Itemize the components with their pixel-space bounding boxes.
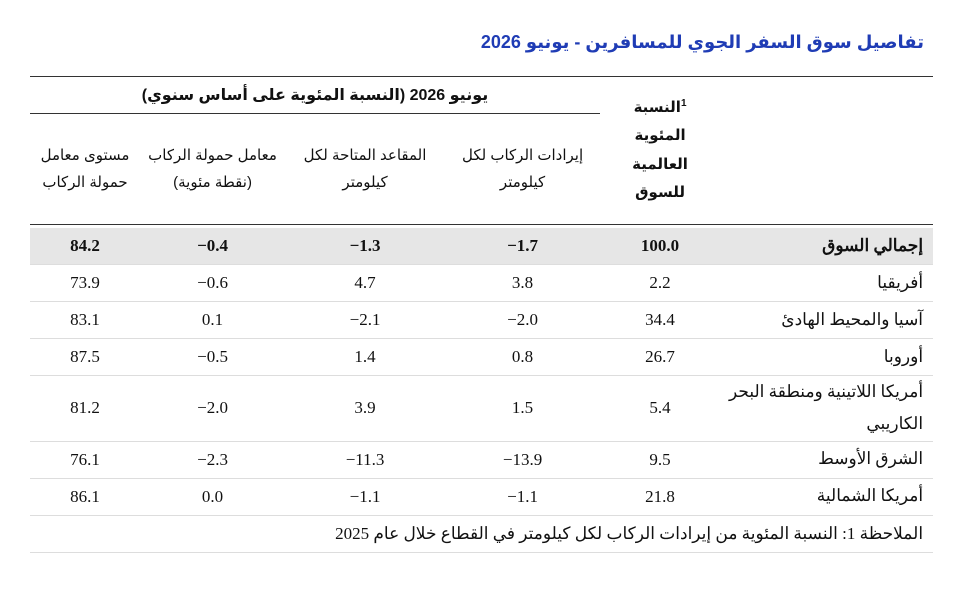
- header-row: 1النسبة المئوية العالمية للسوق يونيو 202…: [30, 76, 934, 225]
- value-cell: 81.2: [30, 375, 141, 442]
- region-name: أوروبا: [720, 338, 934, 376]
- value-cell: 3.8: [445, 264, 601, 302]
- region-name: أفريقيا: [720, 264, 934, 302]
- value-cell: 21.8: [600, 478, 721, 516]
- value-cell: 34.4: [600, 301, 721, 339]
- column-header: مستوى معامل حمولة الركاب: [30, 113, 141, 225]
- value-cell: 9.5: [600, 441, 721, 479]
- value-cell: −2.0: [445, 301, 601, 339]
- value-cell: −11.3: [285, 441, 446, 479]
- column-header: معامل حمولة الركاب (نقطة مئوية): [140, 113, 286, 225]
- value-cell: −0.5: [140, 338, 286, 376]
- region-name: إجمالي السوق: [720, 228, 934, 265]
- column-header: إيرادات الركاب لكل كيلومتر: [445, 113, 601, 225]
- value-cell: 4.7: [285, 264, 446, 302]
- value-cell: 0.8: [445, 338, 601, 376]
- value-cell: −1.7: [445, 228, 601, 265]
- region-name: أمريكا اللاتينية ومنطقة البحر الكاريبي: [720, 375, 934, 442]
- value-cell: 5.4: [600, 375, 721, 442]
- value-cell: 100.0: [600, 228, 721, 265]
- total-row: إجمالي السوق 100.0 −1.7 −1.3 −0.4 84.2: [30, 228, 934, 265]
- value-cell: 2.2: [600, 264, 721, 302]
- value-cell: 3.9: [285, 375, 446, 442]
- column-header: المقاعد المتاحة لكل كيلومتر: [285, 113, 446, 225]
- value-cell: −0.4: [140, 228, 286, 265]
- region-name: أمريكا الشمالية: [720, 478, 934, 516]
- region-row: أمريكا الشمالية 21.8 −1.1 −1.1 0.0 86.1: [30, 478, 934, 516]
- region-name: آسيا والمحيط الهادئ: [720, 301, 934, 339]
- data-table: 1النسبة المئوية العالمية للسوق يونيو 202…: [30, 76, 934, 553]
- region-row: أوروبا 26.7 0.8 1.4 −0.5 87.5: [30, 338, 934, 376]
- footnote-row: الملاحظة 1: النسبة المئوية من إيرادات ال…: [30, 515, 934, 553]
- value-cell: −13.9: [445, 441, 601, 479]
- share-header-text: النسبة المئوية العالمية للسوق: [632, 98, 688, 202]
- value-cell: −1.1: [445, 478, 601, 516]
- region-row: الشرق الأوسط 9.5 −13.9 −11.3 −2.3 76.1: [30, 441, 934, 479]
- column-header-row: إيرادات الركاب لكل كيلومتر المقاعد المتاح…: [30, 113, 933, 225]
- region-name: الشرق الأوسط: [720, 441, 934, 479]
- empty-header: [720, 76, 934, 225]
- region-row: أمريكا اللاتينية ومنطقة البحر الكاريبي 5.…: [30, 375, 934, 442]
- region-row: أفريقيا 2.2 3.8 4.7 −0.6 73.9: [30, 264, 934, 302]
- note-mark: 1: [680, 97, 687, 109]
- value-cell: −1.3: [285, 228, 446, 265]
- value-cell: 1.4: [285, 338, 446, 376]
- value-cell: 1.5: [445, 375, 601, 442]
- value-cell: 73.9: [30, 264, 141, 302]
- group-header: يونيو 2026 (النسبة المئوية على أساس سنوي…: [30, 76, 601, 114]
- value-cell: 0.0: [140, 478, 286, 516]
- value-cell: 87.5: [30, 338, 141, 376]
- value-cell: 76.1: [30, 441, 141, 479]
- value-cell: 0.1: [140, 301, 286, 339]
- value-cell: −2.1: [285, 301, 446, 339]
- table-body: إجمالي السوق 100.0 −1.7 −1.3 −0.4 84.2 أفريقيا…: [30, 225, 934, 553]
- value-cell: −2.0: [140, 375, 286, 442]
- share-header: 1النسبة المئوية العالمية للسوق: [600, 76, 721, 225]
- title: تفاصيل سوق السفر الجوي للمسافرين - يونيو…: [480, 32, 924, 52]
- value-cell: −1.1: [285, 478, 446, 516]
- region-row: آسيا والمحيط الهادئ 34.4 −2.0 −2.1 0.1 83.1: [30, 301, 934, 339]
- value-cell: 83.1: [30, 301, 141, 339]
- value-cell: 84.2: [30, 228, 141, 265]
- value-cell: 26.7: [600, 338, 721, 376]
- value-cell: 86.1: [30, 478, 141, 516]
- value-cell: −2.3: [140, 441, 286, 479]
- footnote: الملاحظة 1: النسبة المئوية من إيرادات ال…: [30, 515, 934, 553]
- value-cell: −0.6: [140, 264, 286, 302]
